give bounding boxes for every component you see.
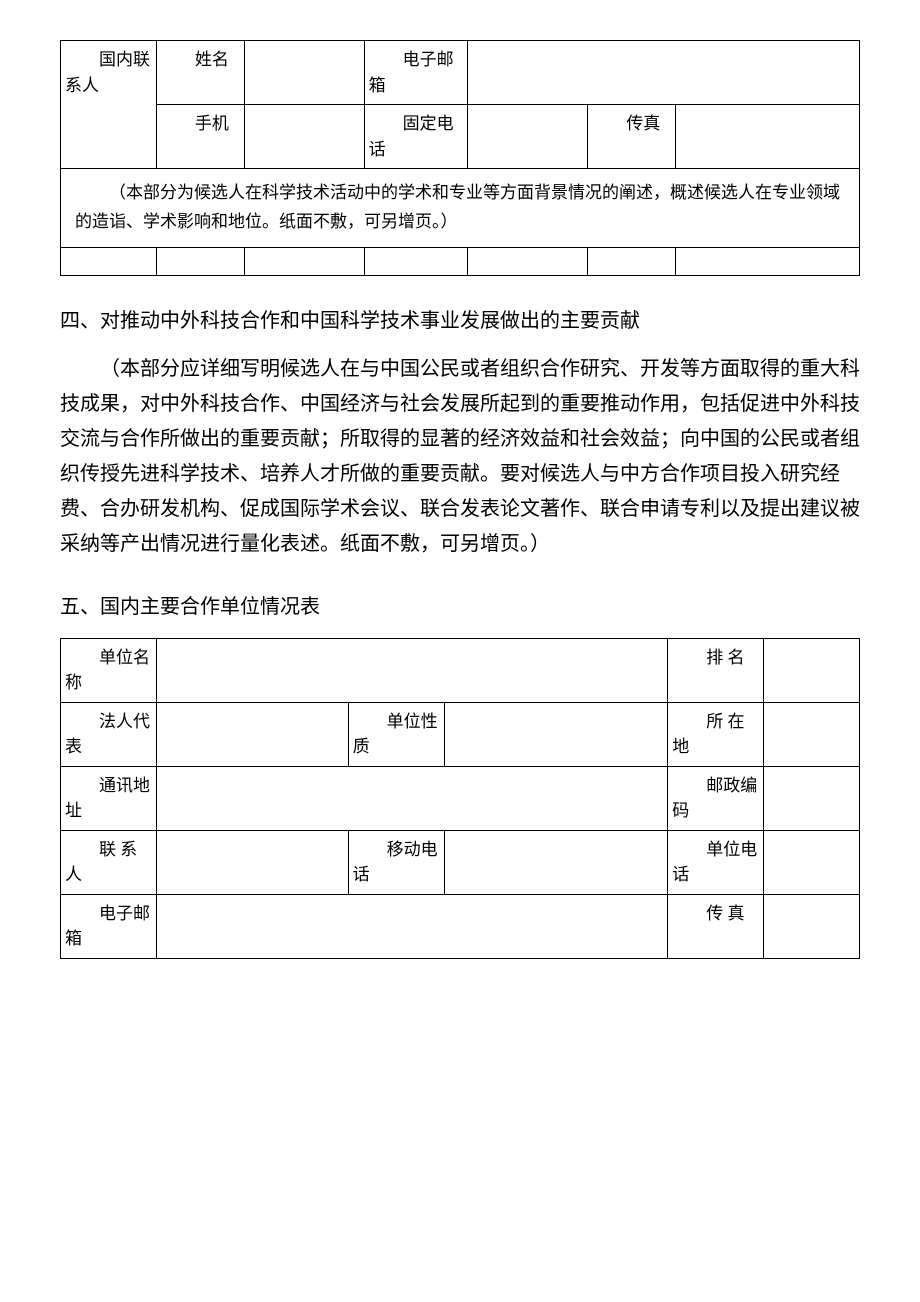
section5-heading: 五、国内主要合作单位情况表 <box>60 592 860 622</box>
legal-rep-label: 法人代表 <box>61 702 157 766</box>
section4-heading: 四、对推动中外科技合作和中国科学技术事业发展做出的主要贡献 <box>60 306 860 336</box>
contact-section-label: 国内联系人 <box>61 41 157 169</box>
contact-person-value[interactable] <box>156 830 348 894</box>
office-phone-value[interactable] <box>764 830 860 894</box>
name-label: 姓名 <box>156 41 244 105</box>
mobile-value[interactable] <box>244 105 364 169</box>
postcode-value[interactable] <box>764 766 860 830</box>
cooperation-unit-table: 单位名称 排 名 法人代表 单位性质 所 在地 通讯地址 邮政编码 联 系人 移… <box>60 638 860 959</box>
coop-fax-value[interactable] <box>764 894 860 958</box>
mobile-phone-value[interactable] <box>444 830 668 894</box>
org-type-value[interactable] <box>444 702 668 766</box>
contact-person-label: 联 系人 <box>61 830 157 894</box>
location-value[interactable] <box>764 702 860 766</box>
email-value[interactable] <box>468 41 860 105</box>
candidate-description: （本部分为候选人在科学技术活动中的学术和专业等方面背景情况的阐述，概述候选人在专… <box>61 169 860 248</box>
landline-label: 固定电话 <box>364 105 468 169</box>
org-type-label: 单位性质 <box>348 702 444 766</box>
office-phone-label: 单位电话 <box>668 830 764 894</box>
coop-email-value[interactable] <box>156 894 667 958</box>
org-name-label: 单位名称 <box>61 638 157 702</box>
address-value[interactable] <box>156 766 667 830</box>
fax-label: 传真 <box>588 105 676 169</box>
org-name-value[interactable] <box>156 638 667 702</box>
location-label: 所 在地 <box>668 702 764 766</box>
mobile-phone-label: 移动电话 <box>348 830 444 894</box>
table-empty-row <box>61 247 860 275</box>
coop-email-label: 电子邮箱 <box>61 894 157 958</box>
name-value[interactable] <box>244 41 364 105</box>
mobile-label: 手机 <box>156 105 244 169</box>
landline-value[interactable] <box>468 105 588 169</box>
section4-body: （本部分应详细写明候选人在与中国公民或者组织合作研究、开发等方面取得的重大科技成… <box>60 352 860 562</box>
contact-table: 国内联系人 姓名 电子邮箱 手机 固定电话 传真 （本部分为候选人在科学技术活动… <box>60 40 860 276</box>
postcode-label: 邮政编码 <box>668 766 764 830</box>
coop-fax-label: 传 真 <box>668 894 764 958</box>
rank-value[interactable] <box>764 638 860 702</box>
address-label: 通讯地址 <box>61 766 157 830</box>
email-label: 电子邮箱 <box>364 41 468 105</box>
fax-value[interactable] <box>676 105 860 169</box>
legal-rep-value[interactable] <box>156 702 348 766</box>
rank-label: 排 名 <box>668 638 764 702</box>
